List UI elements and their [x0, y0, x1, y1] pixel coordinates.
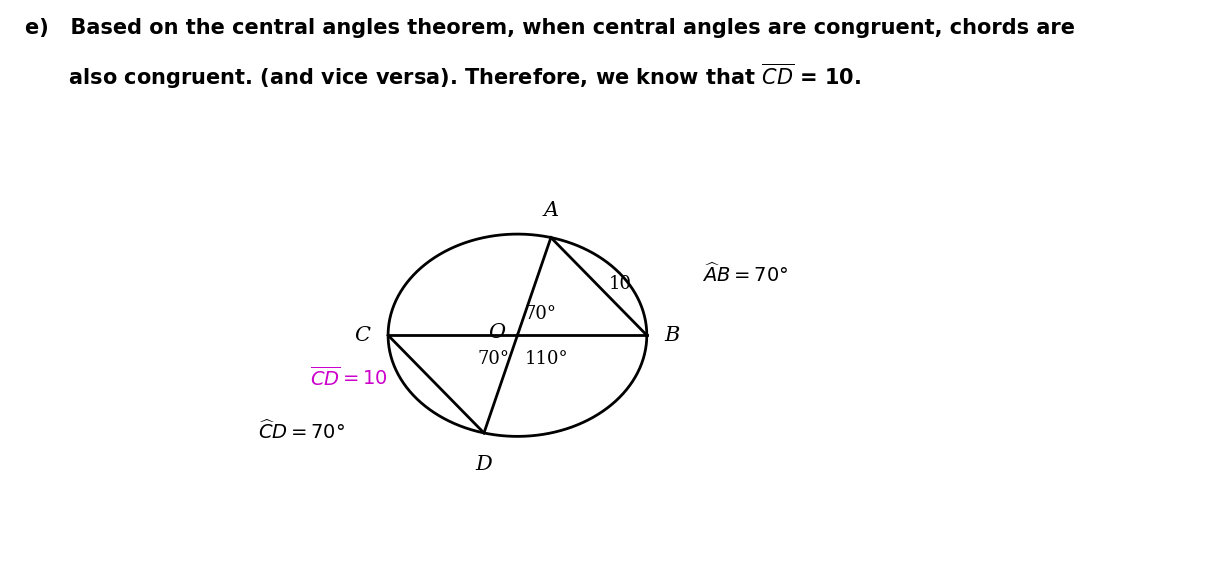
Text: also congruent. (and vice versa). Therefore, we know that $\overline{CD}$ = 10.: also congruent. (and vice versa). Theref…	[25, 62, 861, 91]
Text: 110°: 110°	[525, 350, 568, 368]
Text: C: C	[354, 326, 370, 344]
Text: $\overline{CD}=10$: $\overline{CD}=10$	[310, 366, 388, 390]
Text: 70°: 70°	[525, 305, 557, 323]
Text: A: A	[543, 201, 558, 220]
Text: 10: 10	[609, 275, 632, 294]
Text: O: O	[488, 323, 505, 342]
Text: $\widehat{C}D = 70°$: $\widehat{C}D = 70°$	[257, 420, 345, 443]
Text: e)   Based on the central angles theorem, when central angles are congruent, cho: e) Based on the central angles theorem, …	[25, 18, 1076, 38]
Text: D: D	[476, 455, 493, 474]
Text: 70°: 70°	[478, 350, 510, 368]
Text: B: B	[665, 326, 680, 344]
Text: $\widehat{A}B = 70°$: $\widehat{A}B = 70°$	[702, 263, 788, 286]
